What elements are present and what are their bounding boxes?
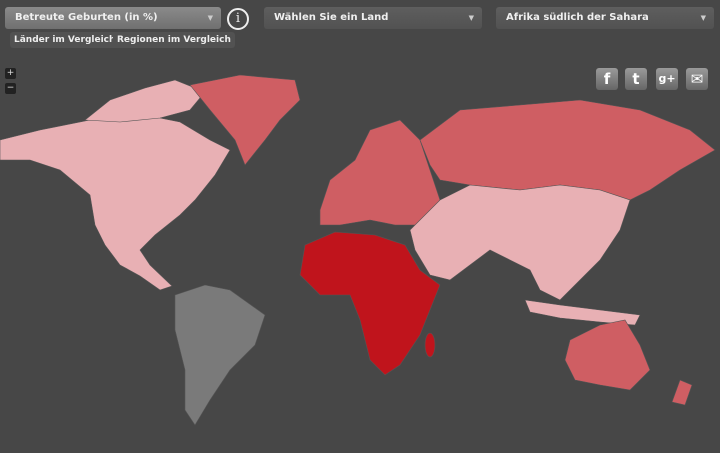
google-plus-icon[interactable]: g+: [656, 68, 678, 90]
email-icon[interactable]: ✉: [686, 68, 708, 90]
regions-compare-button[interactable]: Regionen im Vergleich: [113, 32, 235, 48]
chevron-down-icon: ▼: [468, 14, 474, 22]
region-sub-saharan-africa[interactable]: [299, 231, 441, 376]
facebook-icon[interactable]: f: [596, 68, 618, 90]
chevron-down-icon: ▼: [700, 14, 706, 22]
map-regions: [0, 74, 716, 426]
region-select[interactable]: Afrika südlich der Sahara ▼: [496, 7, 714, 29]
region-madagascar[interactable]: [424, 332, 436, 358]
country-select[interactable]: Wählen Sie ein Land ▼: [264, 7, 482, 29]
zoom-in-button[interactable]: +: [5, 68, 16, 79]
region-europe[interactable]: [319, 119, 441, 226]
region-australia[interactable]: [564, 319, 651, 391]
zoom-out-button[interactable]: −: [5, 83, 16, 94]
countries-compare-button[interactable]: Länder im Vergleich: [10, 32, 120, 48]
country-select-value: Wählen Sie ein Land: [274, 12, 389, 23]
region-arctic-canada[interactable]: [84, 79, 206, 123]
region-southeast-asia-islands[interactable]: [524, 299, 641, 326]
region-new-zealand[interactable]: [671, 379, 693, 406]
region-select-value: Afrika südlich der Sahara: [506, 12, 649, 23]
region-greenland[interactable]: [189, 74, 301, 166]
info-icon[interactable]: i: [227, 8, 249, 30]
region-russia[interactable]: [419, 99, 716, 201]
indicator-select-value: Betreute Geburten (in %): [15, 12, 158, 23]
twitter-icon[interactable]: t: [625, 68, 647, 90]
chevron-down-icon: ▼: [207, 14, 213, 22]
region-south-america[interactable]: [174, 284, 266, 426]
indicator-select[interactable]: Betreute Geburten (in %) ▼: [5, 7, 221, 29]
region-asia[interactable]: [409, 184, 631, 301]
region-north-america[interactable]: [0, 111, 231, 291]
